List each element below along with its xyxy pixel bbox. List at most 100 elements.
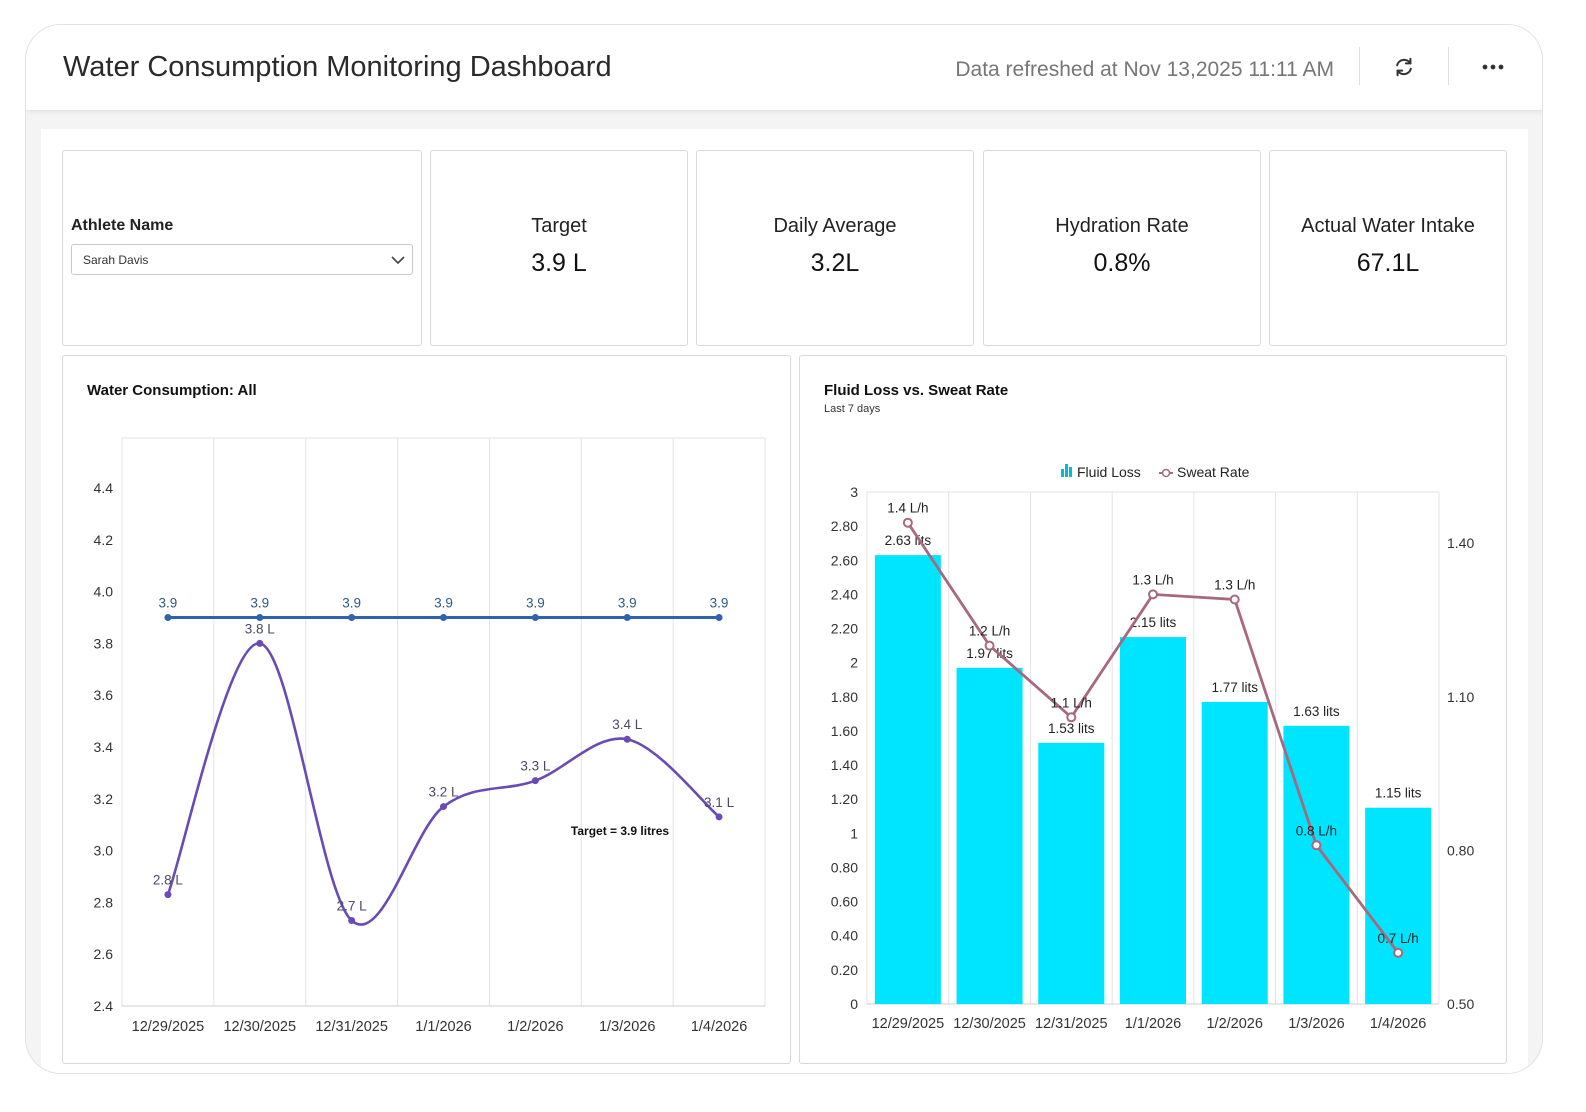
kpi-card-daily-average: Daily Average 3.2L	[696, 150, 974, 346]
target-point	[623, 614, 631, 621]
y-tick-label: 3.4	[94, 739, 114, 755]
y-tick-label: 3.6	[94, 687, 114, 703]
x-tick-label: 12/30/2025	[953, 1016, 1026, 1032]
athlete-name-select[interactable]: Sarah Davis	[71, 244, 413, 275]
fluid-loss-bar	[956, 667, 1023, 1004]
fluid-loss-legend-icon	[1061, 469, 1064, 477]
y-left-tick-label: 0.40	[831, 928, 858, 944]
sweat-rate-point	[902, 517, 913, 528]
fluid-loss-legend-icon	[1065, 464, 1068, 477]
sweat-rate-data-label: 0.8 L/h	[1296, 823, 1337, 838]
consumption-data-label: 3.8 L	[245, 621, 276, 636]
y-tick-label: 4.0	[94, 584, 114, 600]
more-horizontal-icon	[1482, 64, 1504, 70]
x-tick-label: 1/2/2026	[507, 1019, 563, 1035]
y-left-tick-label: 2.80	[831, 518, 858, 534]
consumption-point	[348, 917, 356, 925]
kpi-value: 0.8%	[1093, 249, 1151, 277]
y-left-tick-label: 3	[850, 484, 858, 500]
y-right-tick-label: 1.40	[1447, 535, 1474, 551]
consumption-point	[531, 777, 539, 785]
y-tick-label: 2.6	[94, 946, 114, 962]
consumption-point	[256, 639, 264, 647]
consumption-data-label: 3.4 L	[612, 717, 643, 732]
dashboard-content: Athlete Name Sarah Davis Target 3.9 L Da…	[41, 129, 1528, 1073]
consumption-point	[623, 735, 631, 743]
sweat-rate-legend-label: Sweat Rate	[1177, 464, 1250, 480]
target-data-label: 3.9	[618, 596, 637, 611]
sweat-rate-data-label: 1.4 L/h	[887, 501, 928, 516]
kpi-label: Daily Average	[773, 215, 897, 237]
x-tick-label: 12/29/2025	[132, 1019, 205, 1035]
consumption-data-label: 2.7 L	[337, 899, 368, 914]
x-tick-label: 12/31/2025	[1035, 1016, 1108, 1032]
fluid-loss-bar	[1038, 742, 1105, 1004]
y-left-tick-label: 0.80	[831, 859, 858, 875]
kpi-value: 67.1L	[1356, 249, 1420, 277]
y-left-tick-label: 1	[850, 825, 858, 841]
page-title: Water Consumption Monitoring Dashboard	[63, 51, 612, 83]
refresh-button[interactable]	[1384, 49, 1424, 85]
y-left-tick-label: 2.20	[831, 621, 858, 637]
fluid-loss-bar	[1201, 701, 1268, 1004]
sweat-rate-legend-icon	[1161, 468, 1171, 478]
fluid-loss-data-label: 1.63 lits	[1293, 704, 1340, 719]
chart-title: Water Consumption: All	[87, 382, 257, 399]
fluid-loss-data-label: 1.77 lits	[1211, 680, 1258, 695]
athlete-name-label: Athlete Name	[71, 217, 174, 234]
x-tick-label: 1/1/2026	[1125, 1016, 1181, 1032]
fluid-loss-bar	[1365, 807, 1432, 1004]
target-data-label: 3.9	[342, 596, 361, 611]
fluid-loss-chart-card: Fluid Loss vs. Sweat Rate Last 7 days 3 2…	[799, 355, 1507, 1064]
y-right-tick-label: 1.10	[1447, 689, 1474, 705]
consumption-point	[715, 813, 723, 821]
y-right-tick-label: 0.80	[1447, 842, 1474, 858]
y-left-tick-label: 1.20	[831, 791, 858, 807]
y-left-tick-label: 0	[850, 996, 858, 1012]
sweat-rate-point	[1393, 947, 1404, 958]
sweat-rate-point	[984, 640, 995, 651]
target-data-label: 3.9	[710, 596, 729, 611]
refresh-icon	[1396, 57, 1412, 77]
consumption-data-label: 2.8 L	[153, 873, 184, 888]
y-left-tick-label: 2.60	[831, 552, 858, 568]
y-tick-label: 3.0	[94, 843, 114, 859]
y-tick-label: 3.2	[94, 791, 114, 807]
y-left-tick-label: 2.40	[831, 586, 858, 602]
y-right-tick-label: 0.50	[1447, 996, 1474, 1012]
x-tick-label: 1/3/2026	[599, 1019, 655, 1035]
consumption-data-label: 3.2 L	[428, 785, 459, 800]
more-options-button[interactable]	[1473, 49, 1513, 85]
kpi-value: 3.9 L	[531, 249, 587, 277]
target-point	[531, 614, 539, 621]
y-left-tick-label: 1.60	[831, 723, 858, 739]
kpi-card-actual-water-intake: Actual Water Intake 67.1L	[1269, 150, 1507, 346]
target-point	[348, 614, 356, 621]
x-tick-label: 1/4/2026	[1370, 1016, 1426, 1032]
fluid-loss-data-label: 2.15 lits	[1130, 615, 1177, 630]
consumption-series-line	[166, 642, 720, 926]
y-left-tick-label: 0.20	[831, 962, 858, 978]
sweat-rate-point	[1066, 712, 1077, 723]
fluid-loss-data-label: 1.53 lits	[1048, 721, 1095, 736]
fluid-loss-legend-label: Fluid Loss	[1077, 464, 1141, 480]
kpi-label: Actual Water Intake	[1301, 215, 1475, 237]
sweat-rate-data-label: 1.3 L/h	[1214, 578, 1255, 593]
header-divider	[1448, 47, 1449, 85]
target-data-label: 3.9	[526, 596, 545, 611]
target-point	[440, 614, 447, 621]
sweat-rate-data-label: 1.1 L/h	[1051, 695, 1092, 710]
y-tick-label: 2.4	[94, 998, 114, 1014]
x-tick-label: 1/3/2026	[1288, 1016, 1344, 1032]
chevron-down-icon	[391, 256, 405, 265]
sweat-rate-data-label: 0.7 L/h	[1377, 931, 1418, 946]
fluid-loss-bar	[874, 555, 941, 1004]
kpi-card-hydration-rate: Hydration Rate 0.8%	[983, 150, 1261, 346]
header-divider	[1359, 47, 1360, 85]
kpi-label: Hydration Rate	[1055, 215, 1189, 237]
consumption-data-label: 3.3 L	[520, 759, 551, 774]
x-tick-label: 1/2/2026	[1206, 1016, 1262, 1032]
target-data-label: 3.9	[159, 596, 178, 611]
y-tick-label: 3.8	[94, 635, 114, 651]
x-tick-label: 12/31/2025	[315, 1019, 388, 1035]
